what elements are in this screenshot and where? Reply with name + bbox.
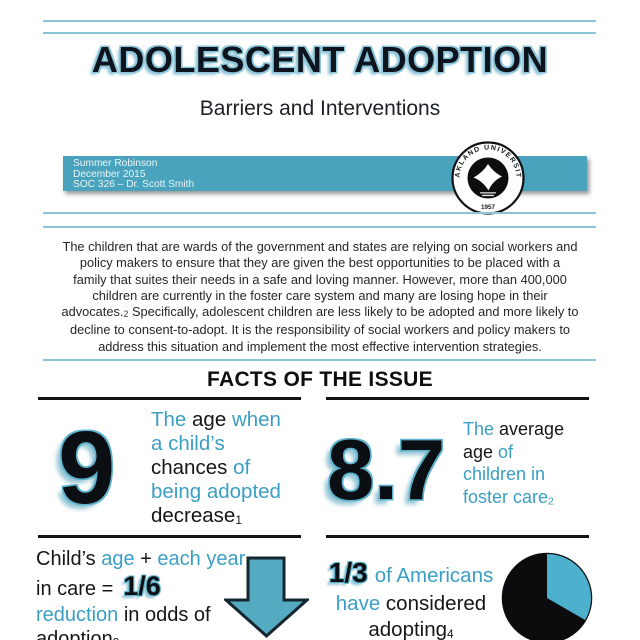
fact-text-line: children in <box>463 463 564 486</box>
divider-rule <box>43 359 596 361</box>
pie-slice-considered <box>547 554 591 620</box>
text-segment: adoption <box>36 628 113 640</box>
text-segment: reduction <box>36 604 124 626</box>
down-arrow-icon <box>224 556 309 638</box>
text-segment: of <box>233 456 251 479</box>
intro-line: policy makers to ensure that they are gi… <box>79 255 561 271</box>
text-segment: children in <box>463 464 546 484</box>
intro-line: children are currently in the foster car… <box>92 287 548 303</box>
text-segment: Child’s <box>36 548 102 570</box>
citation-marker: 1 <box>235 512 242 527</box>
seal-year-label: 1957 <box>481 204 496 211</box>
fact-text-line: age of <box>463 441 564 464</box>
fact-age-nine-text: The age when a child’s chances of being … <box>151 408 281 532</box>
text-segment: have <box>335 592 386 615</box>
fact-text-line: in care = 1/6 <box>36 572 245 604</box>
facts-underline-left <box>38 397 301 400</box>
facts-heading: FACTS OF THE ISSUE <box>207 368 433 391</box>
text-segment: of Americans <box>374 564 494 587</box>
intro-line: address this situation and implement the… <box>98 338 542 354</box>
considered-fraction: 1/3 <box>328 557 368 588</box>
author-date: December 2015 <box>73 168 146 180</box>
text-segment: considered <box>385 592 487 615</box>
fact-avg-age-text: The average age of children in foster ca… <box>463 418 564 514</box>
text-segment: average <box>499 419 565 439</box>
fact-text-line: foster care2 <box>463 486 564 514</box>
intro-line: decline to consent-to-adopt. It is the r… <box>69 322 571 338</box>
facts-bottomline-right <box>326 535 589 538</box>
text-segment: when <box>231 408 281 431</box>
fact-reduction-text: Child’s age + each year in care = 1/6 red… <box>36 547 245 640</box>
text-segment: age <box>192 408 232 431</box>
citation-marker: 3 <box>113 637 119 640</box>
fact-text-line: have considered <box>320 591 502 617</box>
text-segment: being adopted <box>151 480 281 503</box>
text-segment: advocates. <box>61 304 124 320</box>
fact-considered-text: 1/3 of Americans have considered adopting… <box>320 558 502 640</box>
text-segment: age <box>101 548 141 570</box>
author-course: SOC 326 – Dr. Scott Smith <box>73 179 195 191</box>
intro-line: family that suites their needs in a safe… <box>73 271 567 287</box>
seal-motto-bar <box>482 194 494 197</box>
university-seal-logo: OAKLAND UNIVERSITY 1957 <box>451 141 525 215</box>
text-segment: each year <box>157 548 246 570</box>
text-segment: The <box>151 408 193 431</box>
intro-paragraph: The children that are wards of the gover… <box>0 239 640 355</box>
citation-marker: 4 <box>447 626 454 640</box>
intro-line: advocates.2 Specifically, adolescent chi… <box>0 304 640 322</box>
fact-text-line: adoption3 <box>36 626 245 640</box>
facts-underline-right <box>326 397 589 400</box>
fact-text-line: decrease1 <box>151 504 281 532</box>
facts-bottomline-left <box>38 535 301 538</box>
fact-number-eight-seven: 8.7 <box>327 423 446 518</box>
text-segment: decrease <box>151 504 236 527</box>
citation-marker: 2 <box>548 496 554 508</box>
text-segment: The <box>463 419 500 439</box>
divider-rule <box>43 226 596 228</box>
seal-sail-icon <box>473 164 502 191</box>
author-name: Summer Robinson <box>73 158 158 169</box>
citation-marker: 2 <box>123 309 129 320</box>
text-segment: foster care <box>463 486 549 507</box>
fact-text-line: The age when <box>151 408 281 432</box>
text-segment: + <box>140 548 158 570</box>
pie-chart <box>501 552 593 640</box>
fact-text-line: chances of <box>151 456 281 480</box>
poster-title: ADOLESCENT ADOPTION <box>91 39 549 80</box>
fact-text-line: 1/3 of Americans <box>320 558 502 591</box>
fact-text-line: adopting4 <box>320 617 502 640</box>
fact-text-line: The average <box>463 418 564 441</box>
intro-line: The children that are wards of the gover… <box>62 239 578 254</box>
text-segment: age <box>463 441 499 462</box>
fact-number-nine: 9 <box>58 410 116 525</box>
reduction-fraction: 1/6 <box>123 571 161 601</box>
poster-subtitle: Barriers and Interventions <box>199 97 441 120</box>
fact-text-line: Child’s age + each year <box>36 547 245 572</box>
fact-text-line: reduction in odds of <box>36 604 245 626</box>
seal-motto-bar <box>480 192 496 194</box>
divider-rule <box>43 20 596 22</box>
divider-rule <box>43 32 596 34</box>
text-segment: chances <box>151 456 234 479</box>
text-segment: of <box>498 441 514 462</box>
text-segment: a child’s <box>151 432 225 455</box>
fact-text-line: a child’s <box>151 432 281 456</box>
fact-text-line: being adopted <box>151 480 281 504</box>
text-segment: in odds of <box>123 604 211 626</box>
text-segment: adopting <box>368 618 448 640</box>
text-segment: Specifically, adolescent children are le… <box>128 304 579 320</box>
text-segment: in care = <box>36 578 114 600</box>
divider-rule <box>43 212 596 214</box>
